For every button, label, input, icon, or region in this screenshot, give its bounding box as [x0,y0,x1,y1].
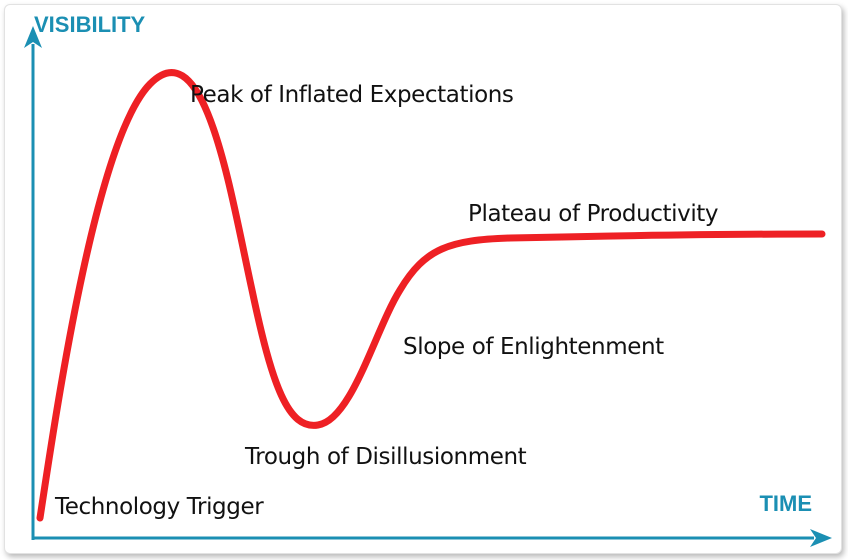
label-trough-of-disillusionment: Trough of Disillusionment [244,444,527,470]
hype-curve [36,69,826,522]
label-plateau-of-productivity: Plateau of Productivity [468,201,718,227]
y-axis-arrowhead [24,26,42,48]
label-peak-of-inflated-expectations: Peak of Inflated Expectations [190,82,514,108]
y-axis-title: VISIBILITY [34,12,146,37]
x-axis-arrowhead [810,529,832,547]
label-slope-of-enlightenment: Slope of Enlightenment [403,334,664,360]
label-technology-trigger: Technology Trigger [54,494,264,520]
x-axis-title: TIME [759,491,812,516]
